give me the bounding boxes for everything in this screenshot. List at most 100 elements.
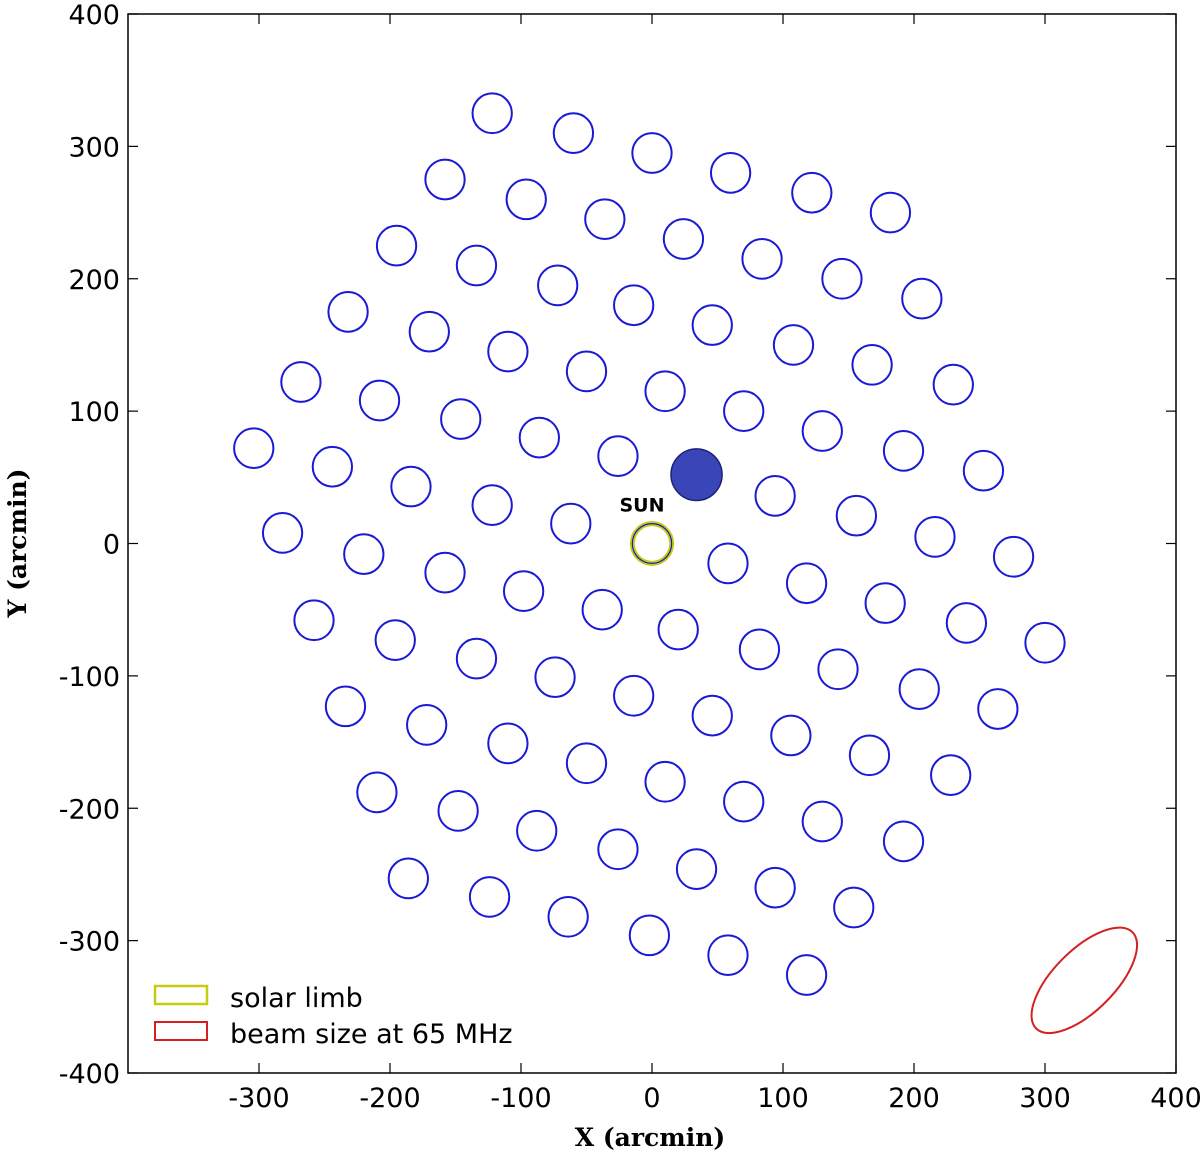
beam-marker: [675, 848, 718, 890]
beam-marker: [374, 619, 416, 661]
beam-marker: [565, 350, 608, 393]
beam-marker: [261, 512, 304, 554]
beam-marker: [358, 379, 401, 422]
beam-marker: [914, 516, 956, 558]
beam-marker: [864, 582, 906, 624]
beam-marker: [992, 535, 1035, 578]
beam-marker: [505, 178, 547, 221]
x-tick-label: 0: [643, 1083, 660, 1114]
beam-marker: [754, 866, 796, 909]
beam-marker: [440, 398, 482, 440]
beam-marker: [817, 648, 859, 691]
beam-marker: [471, 92, 513, 135]
x-tick-label: 200: [888, 1083, 940, 1114]
beam-marker: [597, 435, 639, 477]
beam-marker: [932, 363, 974, 406]
beam-marker: [821, 257, 863, 300]
beam-marker: [801, 410, 843, 452]
legend-label-solar-limb: solar limb: [230, 983, 363, 1014]
beam-marker: [408, 310, 450, 353]
beam-marker: [901, 277, 943, 320]
beam-marker: [468, 876, 511, 918]
beam-marker: [662, 218, 705, 260]
x-tick-label: 400: [1150, 1083, 1200, 1114]
beam-marker: [754, 474, 796, 517]
beam-marker: [516, 809, 558, 852]
y-tick-label: 0: [103, 530, 120, 561]
beam-marker: [343, 533, 385, 575]
beam-marker: [471, 484, 513, 526]
beam-marker: [835, 494, 878, 537]
beam-marker: [851, 343, 893, 386]
beam-marker: [455, 637, 498, 680]
beam-marker: [691, 694, 733, 737]
beam-marker: [882, 429, 925, 472]
beam-marker: [613, 674, 655, 717]
sun-label: SUN: [619, 495, 664, 517]
beam-marker: [1024, 621, 1066, 664]
beam-marker: [628, 914, 671, 957]
beam-marker: [437, 790, 479, 832]
beam-marker: [547, 895, 589, 938]
y-tick-label: -200: [59, 794, 120, 825]
beam-marker: [930, 754, 972, 797]
beam-marker: [327, 290, 369, 333]
beam-marker: [424, 551, 466, 594]
beam-marker: [691, 304, 733, 346]
beam-marker: [644, 760, 686, 803]
beam-marker: [707, 542, 749, 585]
beam-marker: [613, 284, 655, 327]
y-tick-label: 200: [68, 265, 120, 296]
beam-marker: [631, 132, 673, 174]
y-tick-label: 400: [68, 0, 120, 31]
beam-marker: [962, 449, 1005, 492]
beam-marker: [741, 238, 783, 280]
beam-marker: [869, 191, 912, 234]
beam-marker: [898, 668, 940, 710]
beam-marker: [709, 151, 752, 194]
beam-marker: [424, 158, 466, 201]
beam-marker: [848, 734, 891, 777]
y-tick-label: 100: [68, 397, 120, 428]
beam-marker: [738, 628, 781, 671]
beam-marker: [977, 688, 1019, 730]
beam-marker: [882, 820, 925, 863]
beam-marker: [324, 685, 367, 728]
beam-marker: [293, 599, 335, 642]
beam-marker: [280, 361, 322, 403]
beam-marker: [375, 224, 418, 267]
x-tick-label: -300: [228, 1083, 289, 1114]
beam-marker: [707, 934, 749, 977]
x-tick-label: 300: [1019, 1083, 1071, 1114]
beam-marker: [581, 588, 623, 631]
beam-marker: [584, 198, 626, 241]
beam-marker: [534, 656, 576, 699]
beam-marker: [791, 171, 833, 214]
beam-marker: [770, 714, 812, 757]
beam-marker: [833, 886, 875, 929]
y-tick-label: 300: [68, 132, 120, 163]
beam-marker: [785, 562, 828, 605]
beam-marker: [455, 244, 498, 287]
beam-marker: [487, 330, 529, 373]
y-axis-title: Y (arcmin): [3, 469, 32, 619]
beam-marker-filled: [670, 448, 723, 502]
beam-marker: [801, 800, 843, 843]
beam-marker: [311, 445, 354, 488]
legend-swatch-beam-size: [154, 1021, 208, 1041]
y-tick-label: -100: [59, 662, 120, 693]
beam-marker: [945, 602, 988, 644]
beam-marker: [537, 264, 579, 307]
beam-marker: [487, 722, 529, 765]
beam-marker: [233, 427, 275, 470]
axis-ticks: -300 -200 -100 0 100 200 300 400 -400 -300 -200 -10…: [59, 0, 1200, 1114]
beam-marker: [390, 465, 432, 508]
beam-marker: [502, 570, 545, 613]
beam-marker: [723, 390, 765, 432]
beam-marker: [597, 828, 639, 871]
beam-marker: [723, 780, 765, 823]
legend: solar limb beam size at 65 MHz: [153, 983, 513, 1050]
x-tick-label: -100: [490, 1083, 551, 1114]
x-axis-title: X (arcmin): [575, 1123, 725, 1152]
